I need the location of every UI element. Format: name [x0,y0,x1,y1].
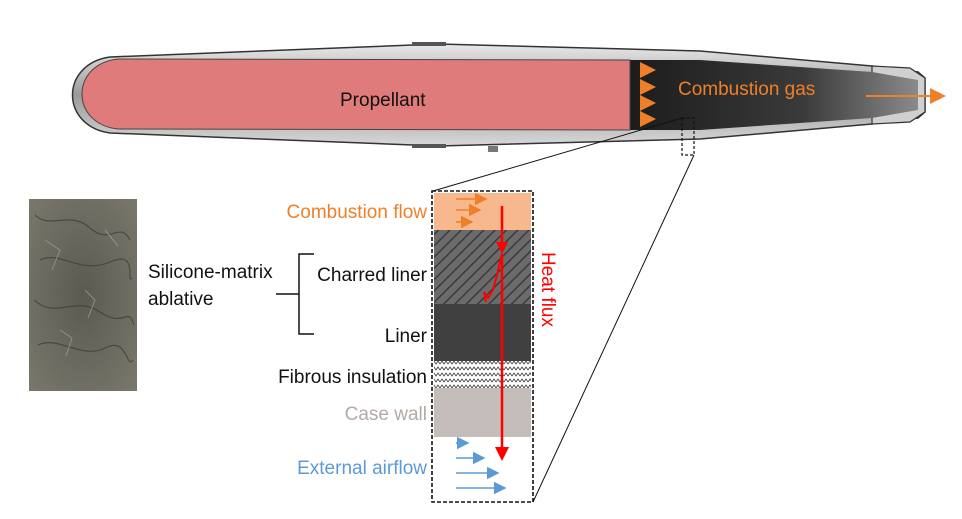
external-airflow-label: External airflow [297,458,427,479]
case-wall-layer [434,388,531,437]
silicone-label-line1: Silicone-matrix [148,262,273,283]
zoom-source-box [681,117,695,156]
charred-liner-layer [434,230,531,304]
external-airflow-arrows [456,436,507,495]
combustion-gas-label: Combustion gas [678,79,815,100]
combustion-gas-arrows [640,62,946,127]
propellant-label: Propellant [340,90,426,111]
propellant-region [81,58,631,131]
layer-stack [431,190,534,503]
heat-flux-label: Heat flux [537,252,558,327]
zoom-line-right [532,154,695,503]
layer-stack-border [431,190,534,503]
fibrous-insulation-label: Fibrous insulation [278,367,427,388]
zoom-line-left [432,117,683,192]
fibrous-insulation-layer [434,361,531,388]
ablative-bracket [276,253,314,335]
external-airflow-layer [434,437,531,501]
case-wall-label: Case wall [345,404,427,425]
combustion-flow-label: Combustion flow [287,202,428,223]
ablative-material-photo [29,199,137,391]
heat-flux-arrow [483,206,509,461]
charred-liner-label: Charred liner [317,265,427,286]
silicone-label-line2: ablative [148,289,214,310]
liner-layer [434,304,531,361]
liner-label: Liner [385,326,428,347]
combustion-gas-region [630,60,918,130]
combustion-flow-arrows [456,192,488,229]
